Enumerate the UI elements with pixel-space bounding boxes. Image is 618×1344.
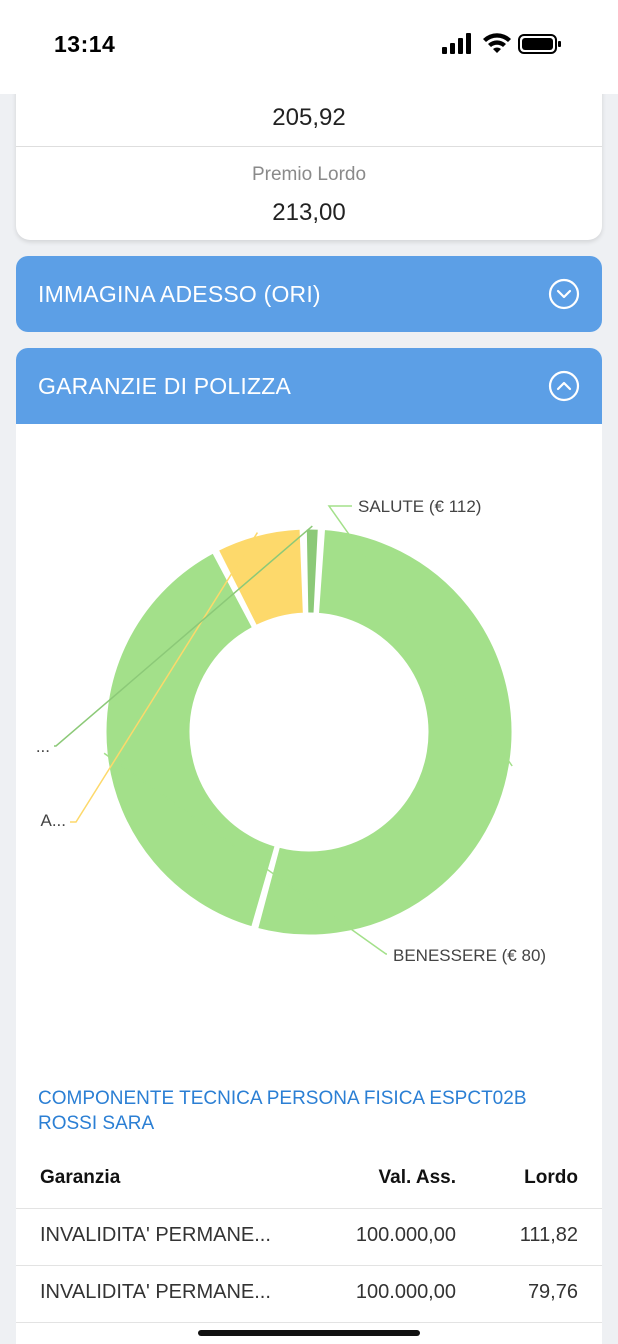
donut-leader-line bbox=[327, 505, 513, 767]
header-lordo: Lordo bbox=[524, 1167, 578, 1188]
header-garanzia: Garanzia bbox=[40, 1167, 121, 1188]
donut-slice[interactable] bbox=[103, 550, 278, 930]
donut-slice[interactable] bbox=[255, 527, 515, 938]
premium-card: 205,92 Premio Lordo 213,00 bbox=[16, 80, 602, 240]
home-indicator bbox=[198, 1330, 420, 1336]
accordion-title: GARANZIE DI POLIZZA bbox=[38, 373, 292, 399]
status-bar: 13:14 bbox=[0, 0, 618, 94]
donut-slice[interactable] bbox=[215, 526, 306, 629]
chevron-up-icon[interactable] bbox=[548, 370, 580, 402]
header-val-ass: Val. Ass. bbox=[378, 1167, 456, 1188]
table-row[interactable]: INVALIDITA' PERMANE... 100.000,00 79,76 bbox=[16, 1264, 602, 1323]
accordion-garanzie-polizza[interactable]: GARANZIE DI POLIZZA bbox=[16, 348, 602, 424]
cell-lordo: 111,82 bbox=[519, 1224, 578, 1246]
cell-val-ass: 100.000,00 bbox=[355, 1224, 456, 1246]
table-row[interactable]: INVALIDITA' PERMANE... 100.000,00 111,82 bbox=[16, 1207, 602, 1266]
cell-lordo: 79,76 bbox=[527, 1281, 578, 1303]
cell-garanzia: INVALIDITA' PERMANE... bbox=[40, 1224, 271, 1246]
donut-label: BENESSERE (€ 80) bbox=[393, 946, 546, 965]
donut-label: ... bbox=[36, 737, 50, 756]
wifi-icon bbox=[483, 33, 511, 53]
garanzie-panel: SALUTE (€ 112) BENESSERE (€ 80) A...... bbox=[16, 424, 602, 1344]
donut-leader-line bbox=[103, 752, 387, 955]
cell-garanzia: INVALIDITA' PERMANE... bbox=[40, 1281, 271, 1303]
donut-label: A... bbox=[40, 811, 66, 830]
accordion-immagina-adesso[interactable]: IMMAGINA ADESSO (ORI) bbox=[16, 256, 602, 332]
donut-leader-line bbox=[54, 525, 313, 747]
signal-icon bbox=[442, 33, 471, 54]
policy-title[interactable]: COMPONENTE TECNICA PERSONA FISICA ESPCT0… bbox=[38, 1088, 527, 1134]
cell-val-ass: 100.000,00 bbox=[355, 1281, 456, 1303]
premio-lordo-value: 213,00 bbox=[272, 199, 346, 226]
status-time: 13:14 bbox=[54, 31, 116, 57]
donut-chart: SALUTE (€ 112) BENESSERE (€ 80) A...... bbox=[36, 497, 546, 965]
premium-value-prev: 205,92 bbox=[272, 104, 346, 131]
battery-icon bbox=[518, 34, 561, 54]
table-header: Garanzia Val. Ass. Lordo bbox=[16, 1150, 602, 1209]
accordion-title: IMMAGINA ADESSO (ORI) bbox=[38, 281, 321, 307]
premio-lordo-label: Premio Lordo bbox=[251, 164, 367, 185]
donut-label: SALUTE (€ 112) bbox=[358, 497, 481, 516]
chevron-down-icon[interactable] bbox=[548, 278, 580, 310]
divider bbox=[16, 146, 602, 147]
donut-leader-line bbox=[70, 532, 259, 823]
